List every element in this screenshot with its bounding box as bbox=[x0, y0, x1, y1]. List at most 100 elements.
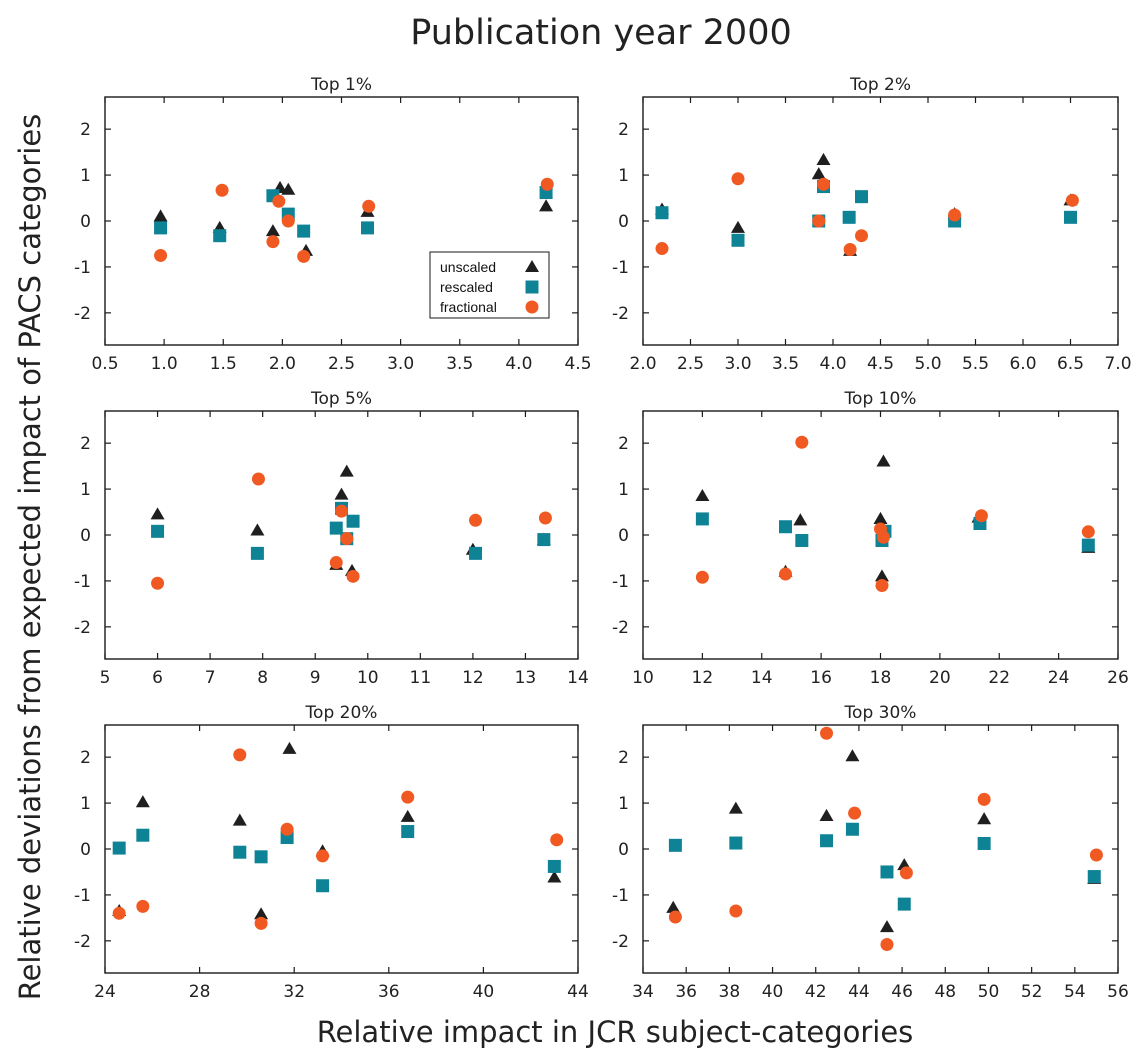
fractional-point bbox=[215, 183, 229, 197]
legend-label-fractional: fractional bbox=[440, 299, 497, 315]
x-tick-label: 52 bbox=[1021, 982, 1043, 1002]
fractional-point bbox=[340, 532, 354, 546]
fractional-point bbox=[1065, 193, 1079, 207]
fractional-point bbox=[899, 866, 913, 880]
rescaled-point bbox=[136, 828, 150, 842]
y-tick-label: -2 bbox=[612, 304, 629, 324]
panel-title: Top 20% bbox=[305, 703, 378, 723]
series-rescaled bbox=[112, 825, 561, 893]
x-tick-label: 1.5 bbox=[210, 354, 237, 374]
series-unscaled bbox=[695, 454, 1096, 582]
unscaled-point bbox=[666, 900, 681, 913]
y-tick-label: -1 bbox=[74, 258, 91, 278]
x-tick-label: 4.0 bbox=[819, 354, 846, 374]
rescaled-point bbox=[469, 546, 483, 560]
x-tick-label: 3.5 bbox=[772, 354, 799, 374]
rescaled-point bbox=[729, 836, 743, 850]
unscaled-point bbox=[250, 523, 265, 536]
fractional-point bbox=[977, 792, 991, 806]
x-tick-label: 4.0 bbox=[505, 354, 532, 374]
y-tick-label: -2 bbox=[74, 304, 91, 324]
fractional-point bbox=[855, 229, 868, 243]
fractional-point bbox=[233, 748, 247, 762]
legend-marker-rescaled bbox=[525, 280, 539, 294]
unscaled-point bbox=[539, 199, 554, 212]
x-tick-label: 54 bbox=[1064, 982, 1086, 1002]
y-tick-label: 2 bbox=[618, 120, 629, 140]
y-tick-label: -1 bbox=[612, 258, 629, 278]
x-tick-label: 44 bbox=[848, 982, 870, 1002]
rescaled-point bbox=[842, 210, 856, 224]
unscaled-point bbox=[547, 870, 562, 883]
fractional-point bbox=[820, 726, 834, 740]
rescaled-point bbox=[537, 533, 551, 547]
y-tick-label: 0 bbox=[618, 212, 629, 232]
x-tick-label: 10 bbox=[357, 668, 379, 688]
x-tick-label: 46 bbox=[891, 982, 913, 1002]
x-tick-label: 24 bbox=[94, 982, 116, 1002]
fractional-point bbox=[540, 177, 554, 191]
fractional-point bbox=[1081, 525, 1095, 539]
y-tick-label: 2 bbox=[80, 120, 91, 140]
fractional-point bbox=[795, 435, 809, 449]
rescaled-point bbox=[880, 865, 894, 879]
series-unscaled bbox=[153, 180, 554, 256]
unscaled-point bbox=[845, 749, 860, 762]
x-tick-label: 18 bbox=[870, 668, 892, 688]
unscaled-point bbox=[282, 741, 297, 754]
series-rescaled bbox=[695, 512, 1095, 552]
rescaled-point bbox=[779, 520, 792, 534]
unscaled-point bbox=[876, 454, 891, 467]
x-tick-label: 9 bbox=[310, 668, 321, 688]
fractional-point bbox=[254, 916, 268, 930]
fractional-point bbox=[779, 567, 792, 581]
fractional-point bbox=[469, 513, 483, 527]
x-tick-label: 24 bbox=[1048, 668, 1070, 688]
fractional-point bbox=[843, 242, 857, 256]
x-tick-label: 0.5 bbox=[91, 354, 118, 374]
unscaled-point bbox=[150, 507, 165, 520]
x-tick-label: 12 bbox=[462, 668, 484, 688]
x-tick-label: 36 bbox=[675, 982, 697, 1002]
rescaled-point bbox=[547, 859, 561, 873]
y-tick-label: 1 bbox=[80, 480, 91, 500]
unscaled-point bbox=[873, 511, 888, 524]
panel-5: Top 20% 24 28 32 36 40 44 -2 -1 0 1 2 bbox=[74, 703, 589, 1002]
series-rescaled bbox=[668, 822, 1101, 911]
series-fractional bbox=[154, 177, 554, 263]
unscaled-point bbox=[874, 569, 889, 582]
rescaled-point bbox=[233, 845, 247, 859]
series-fractional bbox=[695, 435, 1095, 593]
x-tick-label: 13 bbox=[515, 668, 537, 688]
y-tick-label: 1 bbox=[618, 480, 629, 500]
rescaled-point bbox=[897, 897, 911, 911]
fractional-point bbox=[281, 214, 295, 228]
legend: unscaled rescaled fractional bbox=[429, 251, 550, 319]
unscaled-point bbox=[265, 224, 280, 237]
y-tick-label: 2 bbox=[80, 748, 91, 768]
x-tick-label: 4.5 bbox=[564, 354, 591, 374]
legend-label-rescaled: rescaled bbox=[440, 279, 493, 295]
y-tick-label: 2 bbox=[80, 434, 91, 454]
fractional-point bbox=[401, 790, 415, 804]
x-tick-label: 44 bbox=[567, 982, 589, 1002]
rescaled-point bbox=[695, 512, 709, 526]
panel-title: Top 1% bbox=[310, 75, 372, 95]
unscaled-point bbox=[254, 907, 269, 920]
x-tick-label: 11 bbox=[410, 668, 432, 688]
x-tick-label: 2.0 bbox=[629, 354, 656, 374]
fractional-point bbox=[817, 177, 830, 191]
x-tick-label: 3.5 bbox=[446, 354, 473, 374]
fractional-point bbox=[731, 172, 745, 186]
fractional-point bbox=[655, 242, 669, 256]
fractional-point bbox=[848, 806, 862, 820]
fractional-point bbox=[948, 208, 962, 222]
panel-title: Top 30% bbox=[844, 703, 917, 723]
plot-frame bbox=[642, 96, 1119, 346]
rescaled-point bbox=[297, 224, 311, 238]
series-fractional bbox=[151, 472, 552, 590]
x-tick-label: 12 bbox=[692, 668, 714, 688]
x-tick-label: 38 bbox=[719, 982, 741, 1002]
x-tick-label: 28 bbox=[189, 982, 211, 1002]
